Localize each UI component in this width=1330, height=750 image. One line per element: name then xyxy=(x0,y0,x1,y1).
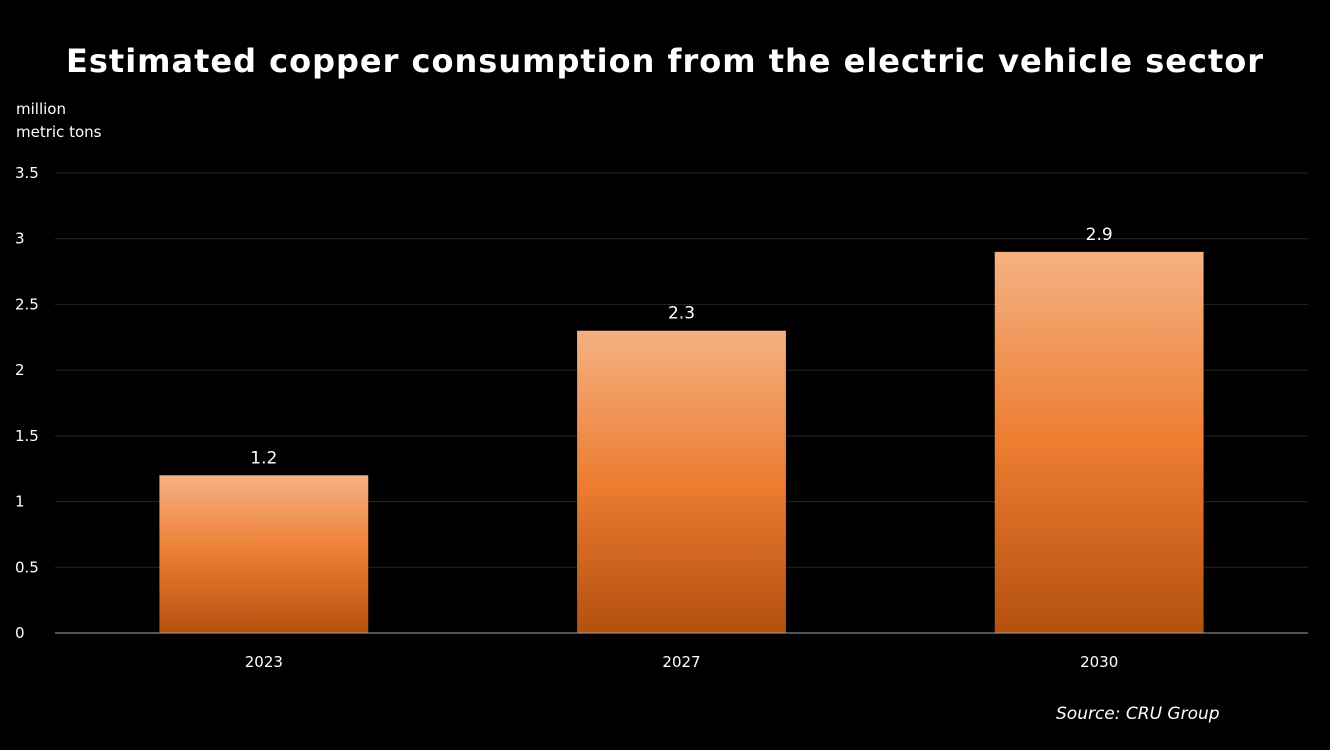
x-tick-label: 2023 xyxy=(245,653,283,671)
bar xyxy=(577,330,786,633)
data-label: 2.3 xyxy=(668,304,695,324)
bar xyxy=(994,251,1204,633)
y-tick-label: 0.5 xyxy=(15,558,39,576)
data-label: 2.9 xyxy=(1086,225,1113,245)
x-tick-label: 2030 xyxy=(1080,653,1118,671)
source-note: Source: CRU Group xyxy=(1056,704,1220,724)
y-axis-label-line: metric tons xyxy=(16,123,102,141)
y-tick-label: 3 xyxy=(15,230,25,248)
chart-title: Estimated copper consumption from the el… xyxy=(66,42,1264,80)
y-axis-label: million metric tons xyxy=(16,98,136,144)
y-tick-label: 2.5 xyxy=(15,295,39,313)
y-tick-label: 2 xyxy=(15,361,25,379)
bar xyxy=(159,475,369,633)
data-label: 1.2 xyxy=(250,448,277,468)
y-tick-label: 1.5 xyxy=(15,427,39,445)
x-tick-label: 2027 xyxy=(662,653,700,671)
y-axis-label-line: million xyxy=(16,100,66,118)
y-tick-label: 1 xyxy=(15,493,25,511)
y-tick-label: 3.5 xyxy=(15,164,39,182)
y-tick-label: 0 xyxy=(15,624,25,642)
